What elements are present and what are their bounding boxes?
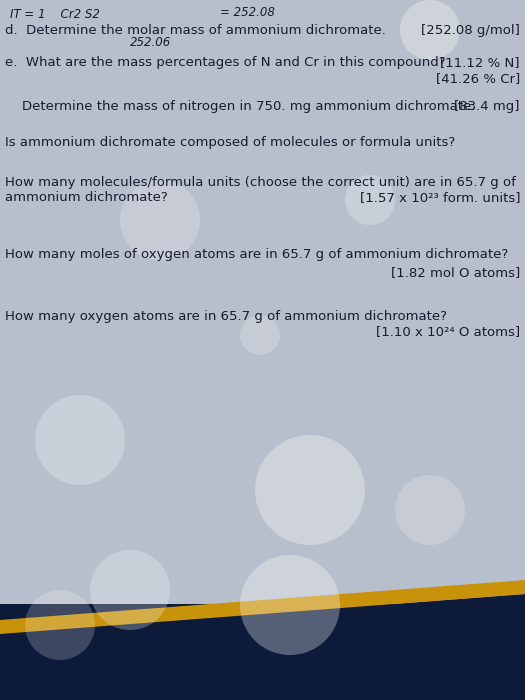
Text: IT = 1    Cr2 S2: IT = 1 Cr2 S2 <box>10 8 100 21</box>
Text: [1.82 mol O atoms]: [1.82 mol O atoms] <box>391 266 520 279</box>
Text: How many oxygen atoms are in 65.7 g of ammonium dichromate?: How many oxygen atoms are in 65.7 g of a… <box>5 310 447 323</box>
Circle shape <box>90 550 170 630</box>
Text: How many moles of oxygen atoms are in 65.7 g of ammonium dichromate?: How many moles of oxygen atoms are in 65… <box>5 248 508 261</box>
Text: e.  What are the mass percentages of N and Cr in this compound?: e. What are the mass percentages of N an… <box>5 56 446 69</box>
Text: 252.06: 252.06 <box>130 36 171 49</box>
Text: [1.10 x 10²⁴ O atoms]: [1.10 x 10²⁴ O atoms] <box>376 325 520 338</box>
Circle shape <box>240 555 340 655</box>
Text: Determine the mass of nitrogen in 750. mg ammonium dichromate.: Determine the mass of nitrogen in 750. m… <box>5 100 475 113</box>
Text: [83.4 mg]: [83.4 mg] <box>455 100 520 113</box>
Polygon shape <box>0 594 525 700</box>
Bar <box>0 604 525 700</box>
Text: ammonium dichromate?: ammonium dichromate? <box>5 191 168 204</box>
Text: [41.26 % Cr]: [41.26 % Cr] <box>436 72 520 85</box>
Text: d.  Determine the molar mass of ammonium dichromate.: d. Determine the molar mass of ammonium … <box>5 24 386 37</box>
Circle shape <box>240 315 280 355</box>
Circle shape <box>255 435 365 545</box>
Circle shape <box>120 180 200 260</box>
Text: Is ammonium dichromate composed of molecules or formula units?: Is ammonium dichromate composed of molec… <box>5 136 455 149</box>
Text: [1.57 x 10²³ form. units]: [1.57 x 10²³ form. units] <box>360 191 520 204</box>
Circle shape <box>25 590 95 660</box>
Circle shape <box>395 475 465 545</box>
Circle shape <box>400 0 460 60</box>
Text: [11.12 % N]: [11.12 % N] <box>440 56 520 69</box>
Polygon shape <box>0 580 525 634</box>
Circle shape <box>35 395 125 485</box>
Text: How many molecules/formula units (choose the correct unit) are in 65.7 g of: How many molecules/formula units (choose… <box>5 176 516 189</box>
Text: [252.08 g/mol]: [252.08 g/mol] <box>421 24 520 37</box>
Circle shape <box>345 175 395 225</box>
Text: = 252.08: = 252.08 <box>220 6 275 19</box>
